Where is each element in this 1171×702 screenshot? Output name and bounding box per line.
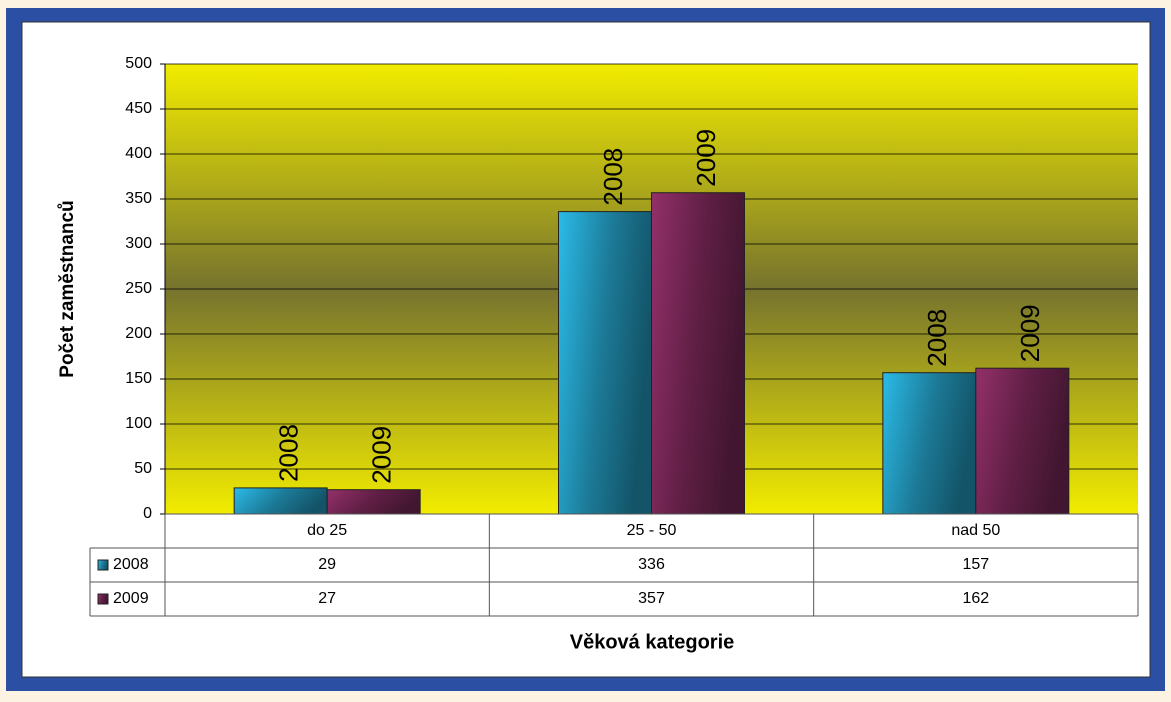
- y-tick-label: 350: [125, 190, 152, 207]
- data-label: 2008: [274, 424, 304, 482]
- legend-label: 2009: [113, 590, 149, 607]
- y-tick-label: 250: [125, 280, 152, 297]
- data-label: 2008: [598, 148, 628, 206]
- table-value: 336: [638, 556, 665, 573]
- bar: [558, 211, 652, 515]
- table-value: 157: [962, 556, 989, 573]
- x-tick-label: 25 - 50: [627, 522, 677, 539]
- table-value: 162: [962, 590, 989, 607]
- table-value: 29: [318, 556, 336, 573]
- data-label: 2008: [922, 309, 952, 367]
- bar: [651, 192, 745, 515]
- x-tick-label: nad 50: [951, 522, 1000, 539]
- legend-swatch: [97, 593, 109, 605]
- data-label: 2009: [691, 129, 721, 187]
- legend-label: 2008: [113, 556, 149, 573]
- legend-swatch: [97, 559, 109, 571]
- bar: [326, 489, 421, 515]
- y-tick-label: 100: [125, 415, 152, 432]
- table-value: 357: [638, 590, 665, 607]
- y-tick-label: 50: [134, 460, 152, 477]
- y-tick-label: 450: [125, 100, 152, 117]
- y-tick-label: 500: [125, 55, 152, 72]
- x-tick-label: do 25: [307, 522, 347, 539]
- x-axis-label: Věková kategorie: [570, 631, 735, 653]
- data-label: 2009: [1015, 304, 1045, 362]
- data-label: 2009: [367, 426, 397, 484]
- y-tick-label: 200: [125, 325, 152, 342]
- bar: [882, 372, 977, 515]
- table-value: 27: [318, 590, 336, 607]
- y-tick-label: 150: [125, 370, 152, 387]
- y-tick-label: 400: [125, 145, 152, 162]
- y-tick-label: 300: [125, 235, 152, 252]
- y-axis-label: Počet zaměstnanců: [57, 200, 78, 377]
- bar: [233, 487, 328, 515]
- y-tick-label: 0: [143, 505, 152, 522]
- bar: [975, 367, 1070, 515]
